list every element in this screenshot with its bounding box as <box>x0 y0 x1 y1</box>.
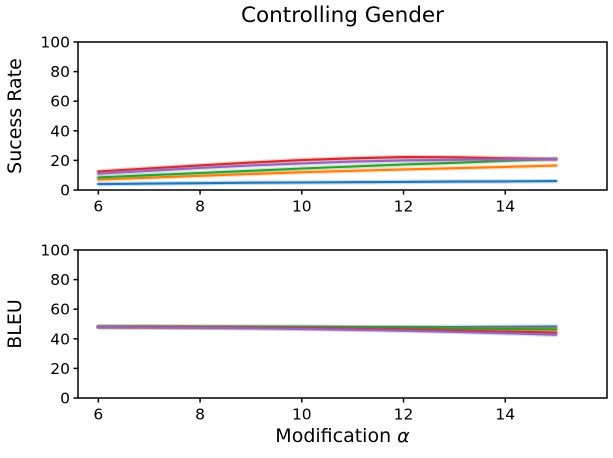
x-tick-label: 12 <box>394 198 414 216</box>
line-purple <box>97 326 558 336</box>
y-tick-label: 60 <box>50 93 70 111</box>
xlabel-modification-alpha: Modification α <box>275 425 410 447</box>
chart-title: Controlling Gender <box>240 3 444 28</box>
x-tick-label: 12 <box>394 406 414 424</box>
axes-spines <box>77 41 608 191</box>
y-tick-label: 40 <box>50 122 70 140</box>
y-tick-label: 80 <box>50 63 70 81</box>
subplot-1: 6 8 10 12 14 0 20 40 60 80 100 <box>40 242 608 424</box>
axes-spines <box>77 249 608 399</box>
y-tick-label: 20 <box>50 152 70 170</box>
x-tick-label: 10 <box>292 198 312 216</box>
x-tick-label: 8 <box>195 406 205 424</box>
y-tick-label: 80 <box>50 271 70 289</box>
y-tick-label: 20 <box>50 360 70 378</box>
y-tick-label: 0 <box>60 390 70 408</box>
x-tick-label: 6 <box>93 198 103 216</box>
alpha-symbol: α <box>397 425 410 447</box>
line-green <box>97 157 558 179</box>
ylabel-bleu: BLEU <box>4 299 26 349</box>
y-tick-label: 60 <box>50 301 70 319</box>
y-tick-label: 100 <box>40 34 70 52</box>
ylabel-success-rate: Sucess Rate <box>4 58 26 174</box>
x-tick-label: 8 <box>195 198 205 216</box>
line-red <box>97 156 558 173</box>
subplot-0: 6 8 10 12 14 0 20 40 60 80 100 <box>40 34 608 216</box>
x-tick-label: 10 <box>292 406 312 424</box>
x-tick-label: 6 <box>93 406 103 424</box>
line-orange <box>97 164 558 181</box>
x-tick-label: 14 <box>495 198 515 216</box>
y-tick-label: 40 <box>50 330 70 348</box>
line-blue <box>97 180 558 186</box>
y-tick-label: 100 <box>40 242 70 260</box>
line-purple <box>97 158 558 175</box>
x-tick-label: 14 <box>495 406 515 424</box>
y-tick-label: 0 <box>60 182 70 200</box>
